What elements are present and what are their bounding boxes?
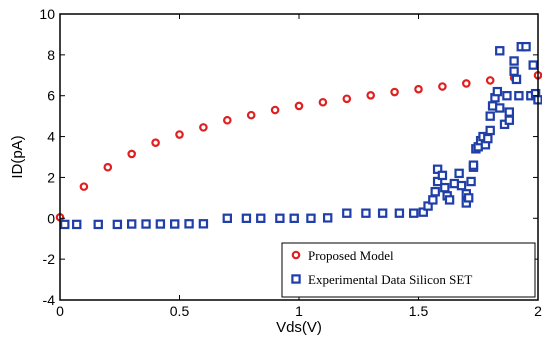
y-tick-label: -4 [43, 292, 56, 308]
x-tick-label: 1 [295, 303, 303, 319]
experimental-point [127, 219, 137, 229]
experimental-point [492, 86, 503, 97]
model-point [485, 76, 495, 85]
experimental-point [418, 207, 428, 217]
legend: Proposed Model Experimental Data Silicon… [281, 242, 536, 298]
experimental-point [509, 66, 519, 76]
y-tick-label: 0 [47, 210, 55, 226]
legend-label-experimental-data: Experimental Data Silicon SET [308, 272, 472, 287]
experimental-point [509, 56, 519, 66]
experimental-point [504, 107, 515, 117]
experimental-point [342, 208, 352, 218]
experimental-point [432, 176, 443, 187]
experimental-point [504, 115, 515, 125]
model-point [366, 91, 376, 100]
experimental-point [275, 213, 285, 223]
experimental-point [463, 193, 474, 203]
model-point [294, 101, 304, 111]
y-tick-label: 10 [39, 6, 55, 22]
experimental-point [256, 213, 266, 223]
model-point [223, 115, 232, 125]
y-tick-label: 2 [47, 169, 55, 185]
experimental-point [184, 219, 194, 229]
experimental-point [222, 213, 232, 223]
model-point [103, 162, 113, 172]
experimental-point [72, 219, 82, 230]
experimental-point [432, 164, 443, 174]
experimental-point [198, 219, 209, 229]
experimental-point [306, 213, 316, 223]
legend-box [281, 242, 536, 298]
experimental-point [60, 219, 70, 230]
x-tick-label: 0.5 [170, 303, 190, 319]
y-tick-label: 6 [47, 88, 55, 104]
experimental-point [423, 201, 433, 211]
experimental-point [514, 91, 524, 101]
model-point [438, 82, 447, 91]
experimental-point [437, 170, 448, 181]
model-point [151, 138, 160, 148]
experimental-point [468, 160, 479, 170]
experimental-point [377, 208, 388, 218]
experimental-point [361, 208, 371, 218]
legend-marker-proposed-model [291, 250, 301, 260]
model-point [175, 130, 184, 139]
experimental-point [444, 195, 455, 205]
experimental-point [289, 213, 299, 223]
experimental-point [409, 208, 419, 218]
model-point [127, 149, 137, 159]
experimental-point [528, 60, 538, 70]
x-axis-label: Vds(V) [276, 319, 322, 336]
experimental-point [483, 133, 493, 144]
model-point [318, 97, 328, 107]
experimental-point [155, 219, 166, 229]
experimental-point [93, 219, 103, 230]
experimental-point [428, 195, 438, 205]
experimental-point [394, 208, 405, 218]
experimental-point [141, 219, 151, 229]
y-tick-label: 8 [47, 47, 55, 63]
experimental-point [454, 168, 464, 179]
model-point [246, 110, 256, 120]
y-tick-label: -2 [43, 251, 56, 267]
experimental-point [521, 41, 531, 52]
legend-square-marker [291, 274, 301, 284]
model-point [414, 84, 423, 94]
experimental-point [170, 219, 180, 229]
experimental-point [502, 91, 512, 101]
model-point [390, 87, 399, 97]
y-tick-label: 4 [47, 129, 55, 145]
legend-label-proposed-model: Proposed Model [308, 248, 394, 263]
experimental-point [495, 46, 505, 56]
experimental-point [511, 74, 522, 85]
experimental-point [322, 213, 333, 223]
ticks-layer: 0 0.5 1 1.5 2 -4 -2 0 2 4 6 8 10 [39, 6, 542, 319]
model-point [461, 79, 471, 88]
experimental-point [241, 213, 252, 223]
model-point [79, 182, 89, 191]
experimental-point [456, 180, 467, 191]
experimental-point [485, 111, 495, 121]
legend-marker-experimental-data [291, 274, 301, 284]
experimental-point [112, 219, 123, 230]
experimental-point [440, 182, 450, 193]
experimental-point [466, 176, 476, 187]
y-axis-label: ID(pA) [9, 135, 26, 178]
x-tick-label: 0 [56, 303, 64, 319]
legend-circle-marker [291, 250, 301, 260]
model-point [199, 123, 208, 132]
model-point [342, 94, 352, 104]
experimental-point [485, 125, 495, 136]
x-tick-label: 1.5 [409, 303, 429, 319]
experimental-point [430, 187, 440, 197]
x-tick-label: 2 [534, 303, 542, 319]
experimental-point [495, 103, 505, 113]
model-point [270, 105, 280, 115]
